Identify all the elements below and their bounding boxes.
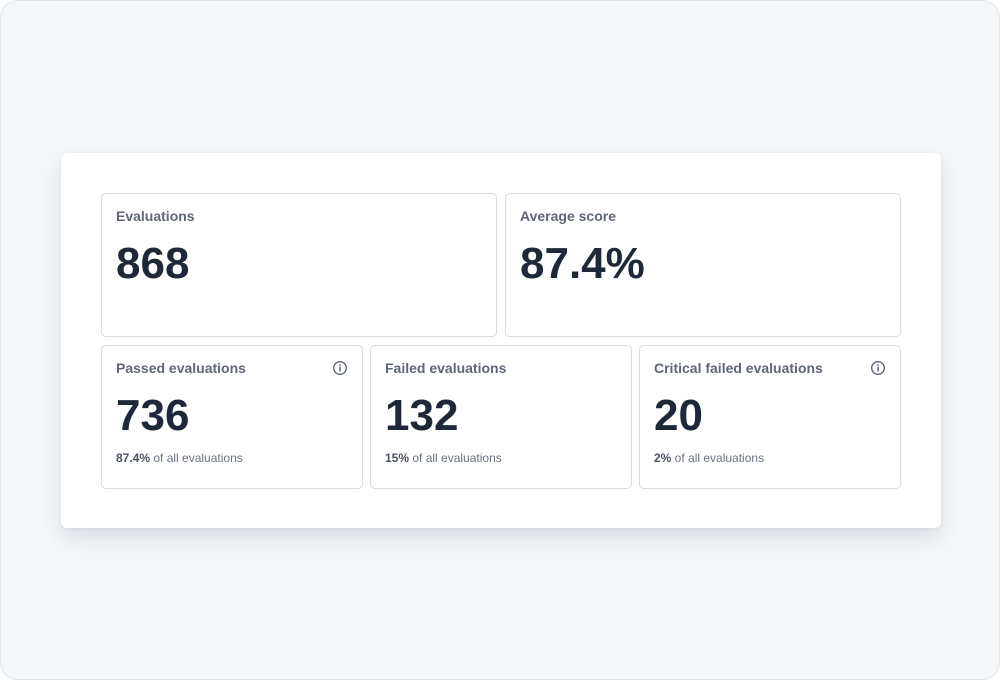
- percent-value: 87.4%: [116, 451, 151, 465]
- failed-evaluations-card: Failed evaluations 132 15% of all evalua…: [370, 345, 632, 489]
- card-value: 132: [385, 391, 459, 440]
- card-subtext: 87.4% of all evaluations: [116, 451, 243, 465]
- info-icon[interactable]: [870, 360, 886, 376]
- card-subtext: 15% of all evaluations: [385, 451, 502, 465]
- evaluations-card: Evaluations 868: [101, 193, 497, 337]
- average-score-card: Average score 87.4%: [505, 193, 901, 337]
- card-label: Evaluations: [116, 208, 195, 224]
- card-subtext: 2% of all evaluations: [654, 451, 764, 465]
- percent-suffix: of all evaluations: [671, 451, 765, 465]
- card-value: 87.4%: [520, 239, 645, 288]
- card-label: Critical failed evaluations: [654, 360, 823, 376]
- card-value: 736: [116, 391, 190, 440]
- metrics-panel: Evaluations 868 Average score 87.4% Pass…: [61, 153, 941, 528]
- percent-suffix: of all evaluations: [150, 451, 243, 465]
- passed-evaluations-card: Passed evaluations 736 87.4% of all eval…: [101, 345, 363, 489]
- card-label: Failed evaluations: [385, 360, 507, 376]
- percent-value: 15%: [385, 451, 410, 465]
- info-icon[interactable]: [332, 360, 348, 376]
- percent-suffix: of all evaluations: [409, 451, 502, 465]
- card-value: 868: [116, 239, 190, 288]
- card-label: Passed evaluations: [116, 360, 246, 376]
- card-label: Average score: [520, 208, 616, 224]
- percent-value: 2%: [654, 451, 672, 465]
- critical-failed-evaluations-card: Critical failed evaluations 20 2% of all…: [639, 345, 901, 489]
- card-value: 20: [654, 391, 703, 440]
